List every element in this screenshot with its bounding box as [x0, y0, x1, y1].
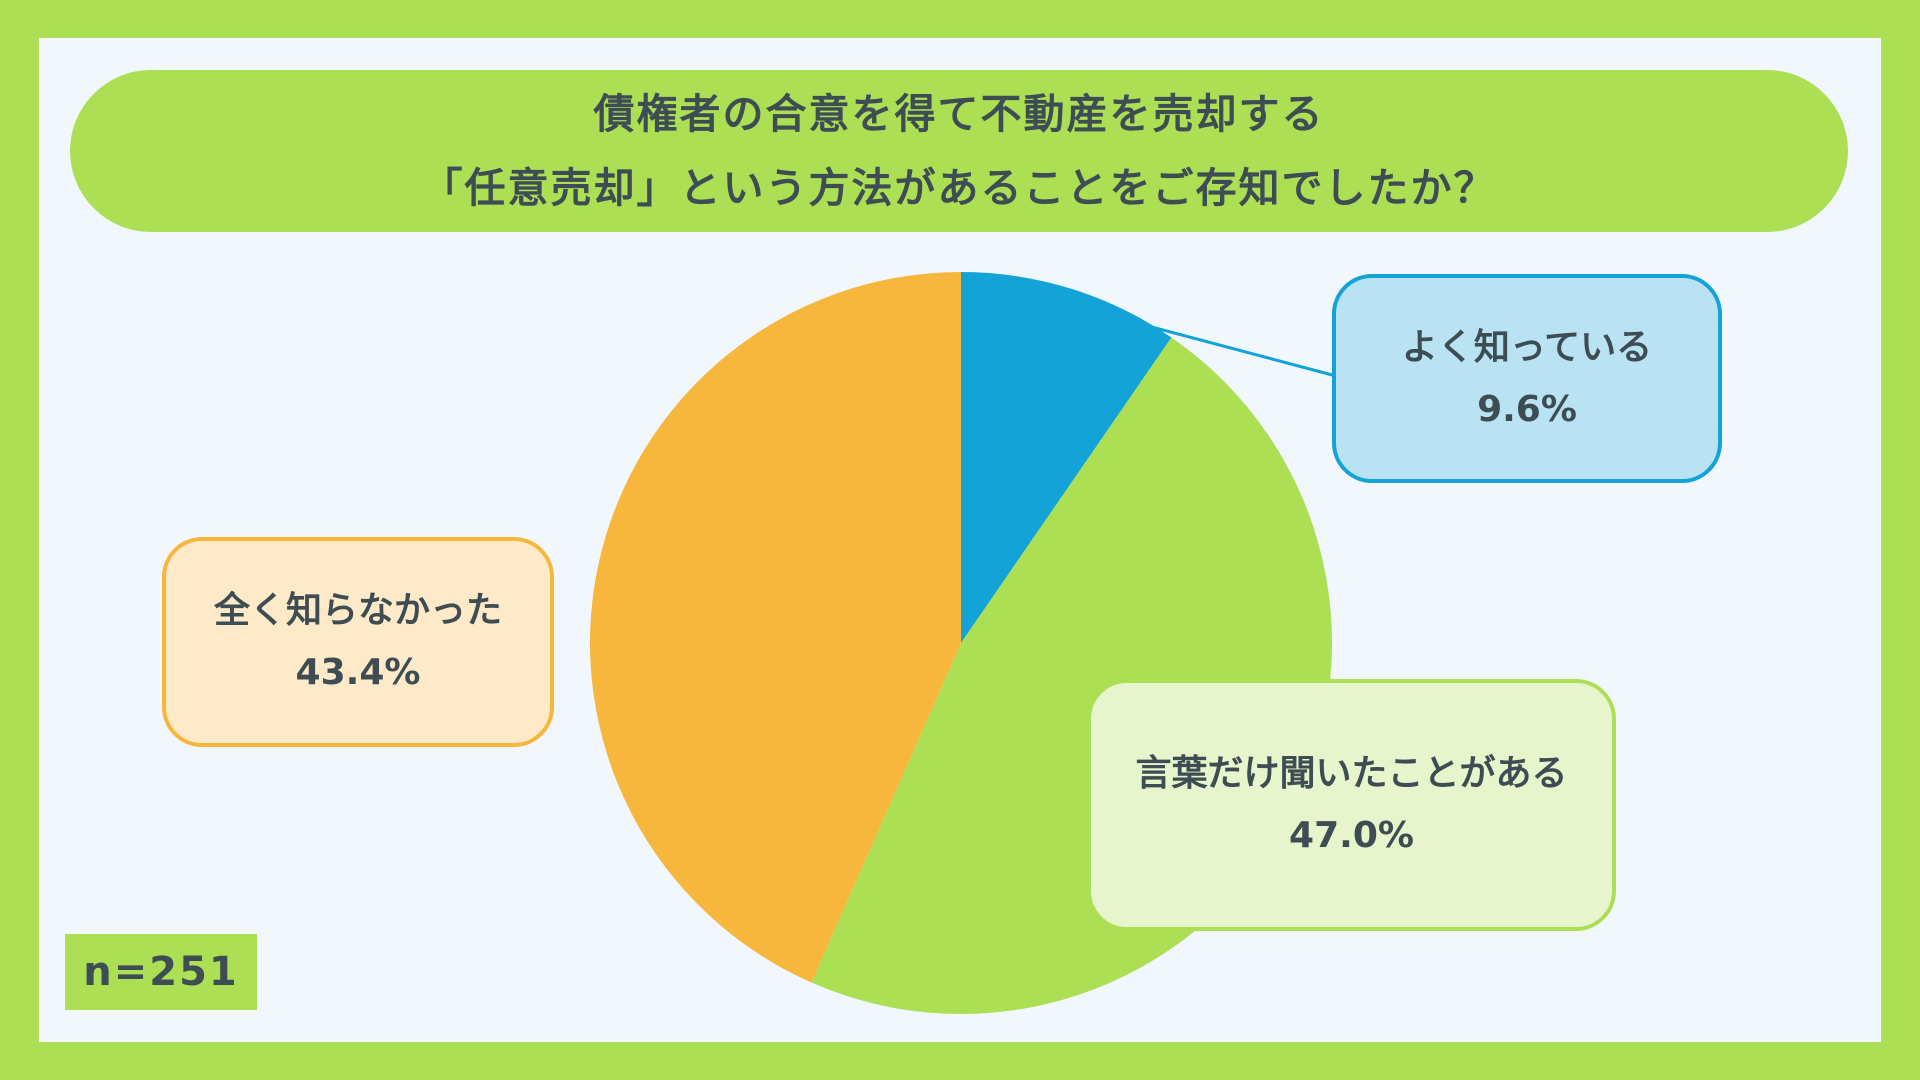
slice-label-text: 言葉だけ聞いたことがある — [1135, 753, 1568, 794]
slice-label-text: 全く知らなかった — [213, 590, 502, 631]
slice-label-well-known: よく知っている 9.6% — [1332, 274, 1722, 483]
sample-size-badge: n=251 — [65, 934, 257, 1010]
leader-line-well-known — [1117, 316, 1337, 378]
slice-value-text: 47.0% — [1289, 815, 1414, 856]
slice-value-text: 43.4% — [295, 652, 421, 693]
slice-label-heard-only: 言葉だけ聞いたことがある 47.0% — [1087, 679, 1616, 931]
pie-slice-not-known — [590, 271, 961, 983]
pie-slice-well-known — [961, 272, 1172, 643]
title-line-2: 「任意売却」という方法があることをご存知でしたか？ — [421, 164, 1497, 212]
slice-label-text: よく知っている — [1401, 326, 1653, 368]
chart-title: 債権者の合意を得て不動産を売却する 「任意売却」という方法があることをご存知でし… — [70, 70, 1848, 232]
title-line-1: 債権者の合意を得て不動産を売却する — [593, 90, 1325, 138]
slice-value-text: 9.6% — [1477, 388, 1577, 430]
slice-label-not-known: 全く知らなかった 43.4% — [162, 537, 554, 747]
